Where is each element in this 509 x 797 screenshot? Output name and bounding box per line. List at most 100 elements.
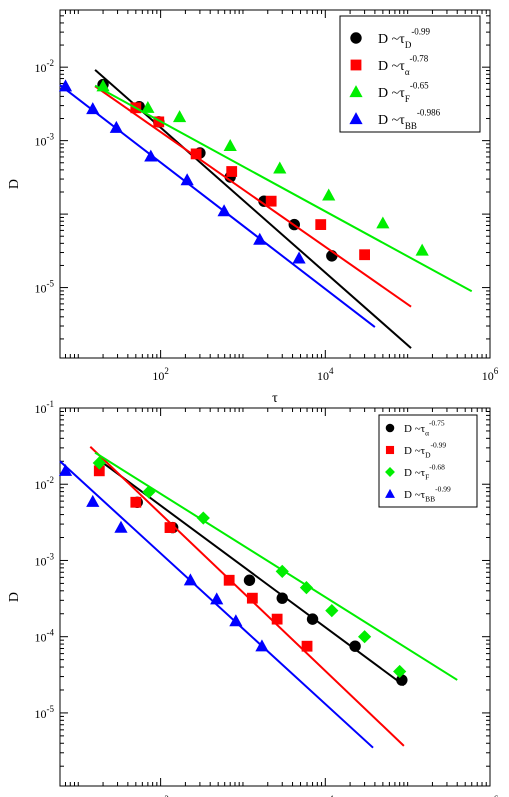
fit-line bbox=[59, 84, 376, 328]
data-point bbox=[325, 603, 339, 618]
data-point bbox=[349, 640, 361, 652]
data-point bbox=[180, 173, 194, 186]
data-point bbox=[253, 232, 267, 245]
data-point bbox=[223, 574, 235, 586]
fit-line bbox=[59, 460, 374, 749]
y-tick-label: 10-5 bbox=[35, 279, 55, 296]
data-point bbox=[315, 219, 327, 230]
data-point bbox=[86, 494, 100, 507]
data-point bbox=[271, 613, 283, 625]
legend: D ~τα-0.75 D ~τD-0.99 D ~τF-0.68 D ~τBB-0.9… bbox=[378, 414, 478, 508]
data-point bbox=[172, 110, 187, 123]
x-tick-label: 106 bbox=[482, 366, 499, 383]
data-point bbox=[58, 79, 73, 92]
data-point bbox=[190, 148, 202, 160]
data-point bbox=[243, 574, 256, 586]
data-point bbox=[246, 592, 258, 604]
data-point bbox=[142, 485, 156, 499]
y-axis-label: D bbox=[7, 179, 22, 189]
x-tick-label: 104 bbox=[317, 366, 334, 383]
data-point bbox=[109, 120, 123, 133]
data-point bbox=[415, 243, 429, 256]
data-point bbox=[322, 188, 336, 201]
data-point bbox=[58, 463, 73, 476]
data-point bbox=[92, 456, 106, 470]
data-point bbox=[275, 564, 289, 578]
fit-line bbox=[94, 84, 473, 293]
data-point bbox=[357, 630, 372, 644]
data-point bbox=[183, 573, 198, 586]
legend-marker bbox=[385, 488, 395, 498]
y-tick-label: 10-2 bbox=[35, 475, 55, 492]
data-point bbox=[141, 100, 155, 113]
y-tick-label: 10-2 bbox=[35, 58, 55, 75]
legend-label: D ~τF-0.68 bbox=[404, 462, 445, 481]
series-1 bbox=[89, 446, 405, 747]
data-point bbox=[93, 465, 105, 477]
legend-marker bbox=[350, 59, 362, 71]
data-point bbox=[306, 613, 319, 625]
data-point bbox=[226, 166, 238, 177]
legend-marker bbox=[350, 32, 362, 44]
legend-box bbox=[339, 15, 481, 133]
legend: D ~τD-0.99 D ~τα-0.78 D ~τF-0.65 D ~τBB-0.9… bbox=[339, 15, 481, 133]
series-3 bbox=[58, 460, 374, 749]
axis-ticks bbox=[59, 9, 491, 358]
y-tick-label: 10-3 bbox=[35, 132, 55, 149]
data-point bbox=[96, 79, 110, 92]
data-point bbox=[210, 592, 224, 605]
series-3 bbox=[58, 79, 376, 328]
plot-frame bbox=[59, 9, 491, 359]
legend-marker bbox=[349, 85, 363, 98]
data-point bbox=[229, 614, 243, 627]
legend-label: D ~τD-0.99 bbox=[378, 27, 431, 50]
legend-label: D ~τα-0.78 bbox=[378, 54, 429, 77]
legend-label: D ~τBB-0.986 bbox=[378, 108, 441, 131]
axis-ticks bbox=[59, 407, 491, 786]
data-point bbox=[292, 251, 306, 264]
plot-frame bbox=[59, 407, 491, 787]
data-point bbox=[86, 102, 100, 115]
fit-line bbox=[94, 85, 412, 308]
legend-label: D ~τF-0.65 bbox=[378, 81, 429, 104]
x-axis-label: τ bbox=[272, 391, 278, 406]
legend-marker bbox=[385, 467, 395, 477]
chart-top: 102 104 106 10-2 10-3 10-5 τ D D ~τD-0.99 D ~τα-0… bbox=[7, 9, 499, 406]
data-point bbox=[255, 639, 269, 652]
data-point bbox=[217, 204, 231, 217]
data-point bbox=[114, 520, 128, 533]
y-tick-label: 10-5 bbox=[35, 704, 55, 721]
y-tick-label: 10-4 bbox=[35, 628, 55, 645]
data-point bbox=[130, 496, 142, 508]
data-point bbox=[359, 249, 370, 261]
series-2 bbox=[92, 451, 458, 681]
x-tick-label: 106 bbox=[482, 794, 499, 797]
data-point bbox=[265, 195, 277, 207]
data-point bbox=[164, 522, 176, 533]
x-tick-label: 102 bbox=[152, 794, 169, 797]
y-tick-label: 10-3 bbox=[35, 551, 55, 568]
data-point bbox=[276, 592, 288, 604]
y-axis-label: D bbox=[7, 592, 22, 602]
data-point bbox=[153, 116, 165, 128]
data-point bbox=[144, 149, 158, 162]
legend-label: D ~τD-0.99 bbox=[404, 440, 446, 459]
legend-marker bbox=[385, 445, 395, 455]
legend-box bbox=[378, 414, 478, 508]
legend-label: D ~τα-0.75 bbox=[404, 418, 445, 437]
series-2 bbox=[94, 79, 473, 293]
fit-line bbox=[94, 451, 458, 681]
data-point bbox=[273, 161, 287, 174]
x-tick-label: 104 bbox=[317, 794, 334, 797]
legend-marker bbox=[349, 112, 363, 125]
x-tick-label: 102 bbox=[152, 366, 169, 383]
data-point bbox=[299, 581, 314, 595]
legend-marker bbox=[385, 423, 395, 433]
data-point bbox=[393, 664, 407, 679]
fit-line bbox=[94, 69, 412, 349]
data-point bbox=[223, 138, 237, 151]
legend-label: D ~τBB-0.99 bbox=[404, 484, 451, 503]
y-tick-label: 10-1 bbox=[35, 399, 55, 416]
